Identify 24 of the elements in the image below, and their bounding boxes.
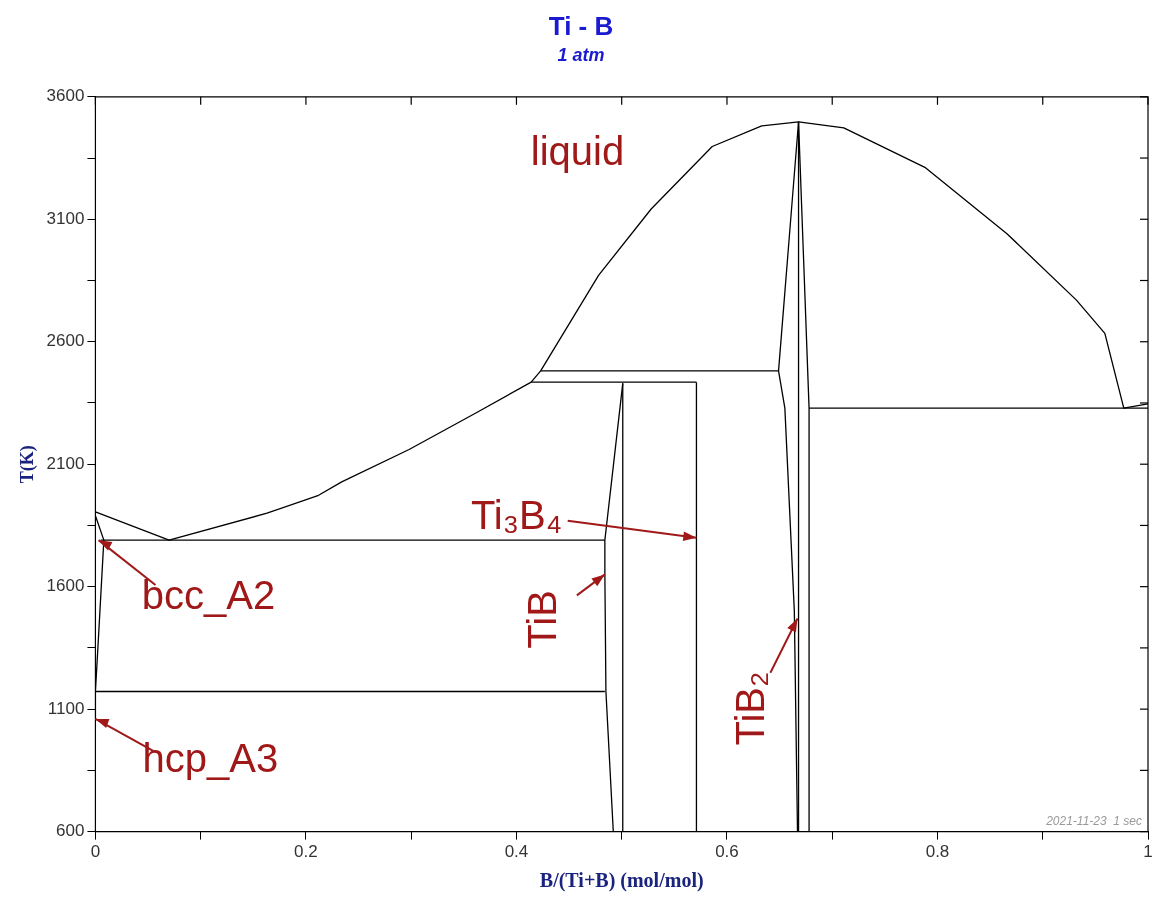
y-tick-label: 3600 — [46, 86, 85, 106]
x-tick-label: 1 — [1143, 842, 1153, 862]
chart-subtitle: 1 atm — [557, 44, 605, 65]
y-tick-label: 2600 — [46, 331, 85, 351]
x-axis-title: B/(Ti+B) (mol/mol) — [539, 869, 704, 893]
annotation: bcc_A2 — [141, 573, 276, 618]
y-tick-label: 3100 — [46, 208, 85, 228]
annotation: TiB — [519, 590, 564, 649]
y-tick-label: 2100 — [46, 453, 85, 473]
y-tick-label: 1100 — [47, 698, 85, 718]
annotation: 2021-11-23 1 sec — [1045, 813, 1142, 828]
y-axis-title: T(K) — [17, 445, 39, 484]
x-tick-label: 0.8 — [925, 842, 950, 862]
annotation: TiB₂ — [727, 671, 772, 746]
annotation: hcp_A3 — [142, 735, 279, 780]
x-tick-label: 0.6 — [715, 842, 739, 862]
y-tick-label: 1600 — [46, 576, 85, 596]
x-tick-label: 0 — [90, 842, 101, 862]
chart-title: Ti - B — [548, 10, 614, 41]
annotation: liquid — [530, 129, 625, 174]
annotation: Ti₃B₄ — [470, 492, 563, 537]
y-tick-label: 600 — [56, 821, 85, 841]
x-tick-label: 0.4 — [504, 842, 529, 862]
x-tick-label: 0.2 — [294, 842, 318, 862]
